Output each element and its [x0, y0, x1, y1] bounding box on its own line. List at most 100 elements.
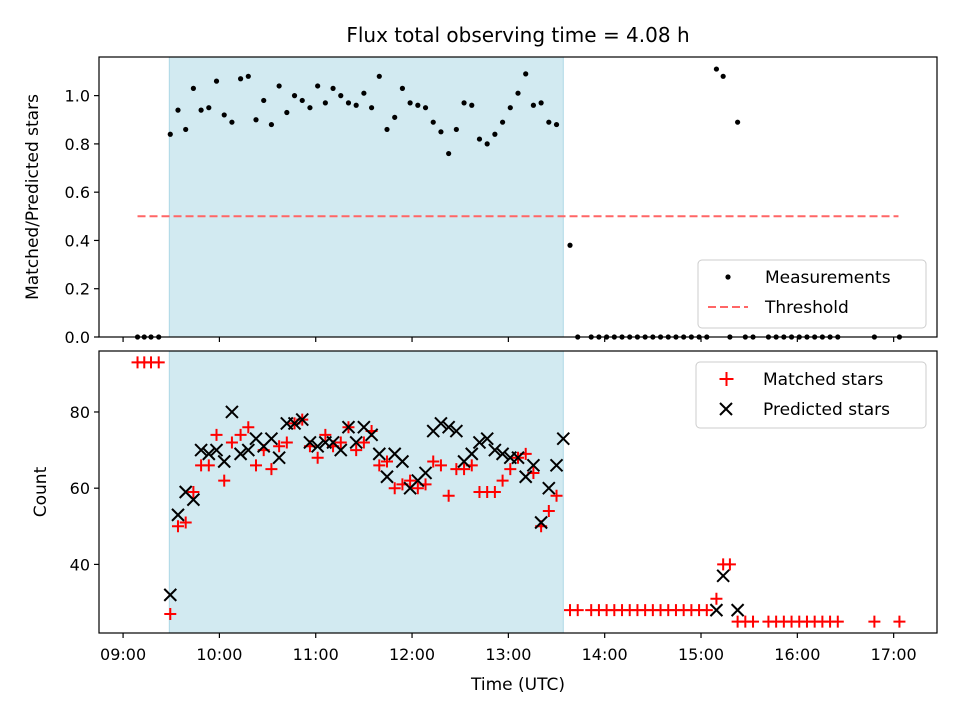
observing-window-shade-bottom	[168, 350, 564, 634]
matched-star-point	[187, 486, 200, 498]
measurement-point	[713, 66, 720, 72]
matched-star-point	[710, 592, 723, 605]
measurement-point	[453, 126, 459, 133]
measurement-point	[553, 121, 560, 128]
x-axis-label: Time (UTC)	[470, 675, 565, 695]
matched-star-point	[265, 463, 278, 476]
matched-star-point	[388, 482, 401, 495]
y-tick-label: 1.0	[65, 87, 90, 106]
bottom-y-axis-label: Count	[31, 466, 51, 517]
x-axis-ticks-top	[122, 337, 895, 342]
predicted-star-point	[163, 588, 177, 602]
matched-star-point	[550, 489, 563, 502]
measurement-point	[476, 136, 483, 142]
measurement-point	[322, 100, 328, 106]
measurement-point	[245, 73, 251, 79]
matched-star-point	[831, 615, 844, 628]
measurement-point	[507, 105, 513, 111]
matched-star-point	[373, 459, 386, 472]
bottom-legend-box	[695, 361, 927, 429]
predicted-star-point	[341, 420, 356, 434]
matched-star-point	[250, 459, 263, 472]
x-axis-ticks-bottom: 09:00 10:00 11:00 12:00 13:00 14:00 15:00 16:00…	[100, 633, 917, 664]
measurement-point	[499, 119, 506, 125]
legend-predicted-label: Predicted stars	[763, 400, 890, 420]
predicted-star-point	[534, 515, 548, 530]
top-panel: 0.0 0.2 0.4 0.6 0.8 1.0 Matched/Predicted sta…	[23, 56, 938, 347]
matched-star-point	[234, 428, 247, 441]
bottom-panel: 40 60 80 09:00 10:00 11:00 12:00 13:00 14:00 15:…	[31, 350, 938, 695]
y-axis-ticks-top: 0.0 0.2 0.4 0.6 0.8 1.0	[65, 87, 99, 347]
matched-star-point	[202, 459, 215, 472]
predicted-star-point	[556, 431, 570, 446]
measurement-point	[284, 109, 290, 116]
predicted-star-point	[287, 416, 302, 431]
measurement-point	[183, 126, 189, 133]
measurement-point	[338, 93, 344, 99]
legend-dot-icon	[725, 274, 731, 280]
matched-star-point	[700, 604, 713, 617]
y-tick-label: 60	[70, 479, 90, 498]
x-tick-label: 13:00	[485, 645, 531, 664]
legend-measurements-label: Measurements	[765, 268, 891, 288]
predicted-star-point	[480, 431, 494, 446]
matched-star-point	[747, 615, 760, 628]
measurement-point	[523, 71, 529, 77]
y-tick-label: 80	[70, 403, 90, 422]
predicted-star-point	[272, 450, 286, 465]
matched-star-point	[542, 505, 555, 518]
measurement-point	[221, 112, 227, 118]
predicted-star-point	[730, 603, 745, 617]
matched-star-point	[179, 516, 192, 529]
measurement-point	[330, 85, 336, 91]
measurement-point	[422, 105, 429, 111]
measurement-point	[392, 114, 398, 120]
measurement-point	[229, 119, 235, 125]
predicted-star-point	[395, 454, 410, 469]
predicted-star-point	[334, 443, 348, 457]
predicted-star-point	[295, 412, 309, 427]
matched-star-point	[427, 455, 440, 468]
measurement-point	[515, 90, 521, 96]
predicted-star-point	[372, 447, 387, 461]
measurement-point	[461, 100, 467, 106]
predicted-star-point	[434, 416, 448, 431]
measurement-point	[175, 107, 181, 113]
predicted-star-point	[241, 443, 256, 457]
matched-star-point	[280, 436, 293, 449]
matched-star-point	[334, 436, 347, 449]
matched-star-point	[350, 444, 363, 457]
matched-star-point	[496, 474, 509, 487]
predicted-star-point	[549, 458, 564, 473]
top-panel-frame	[98, 56, 938, 338]
matched-star-point	[893, 615, 906, 628]
predicted-star-point	[488, 443, 502, 457]
predicted-star-point	[511, 450, 525, 465]
measurement-point	[307, 105, 313, 111]
measurement-point	[720, 73, 726, 79]
matched-star-point	[404, 474, 417, 487]
top-y-axis-label: Matched/Predicted stars	[23, 94, 43, 300]
matched-star-point	[571, 604, 584, 617]
measurement-point	[291, 93, 298, 99]
legend-plus-icon	[719, 372, 734, 386]
matched-star-point	[171, 520, 184, 533]
predicted-star-point	[441, 420, 456, 434]
legend-matched-label: Matched stars	[763, 370, 883, 390]
predicted-star-point	[202, 447, 216, 461]
measurement-point	[546, 119, 552, 125]
y-tick-label: 0.2	[65, 280, 90, 299]
predicted-star-point	[449, 424, 464, 438]
measurement-point	[198, 107, 204, 113]
x-tick-label: 17:00	[871, 645, 917, 664]
matched-star-point	[319, 428, 332, 441]
matched-star-point	[273, 440, 286, 453]
measurement-point	[190, 85, 196, 91]
measurement-point	[438, 129, 444, 135]
x-tick-label: 11:00	[293, 645, 339, 664]
predicted-star-point	[465, 447, 479, 461]
predicted-star-point	[217, 454, 231, 469]
y-tick-label: 0.4	[65, 231, 90, 250]
x-tick-label: 09:00	[100, 645, 146, 664]
predicted-star-point	[225, 405, 239, 419]
